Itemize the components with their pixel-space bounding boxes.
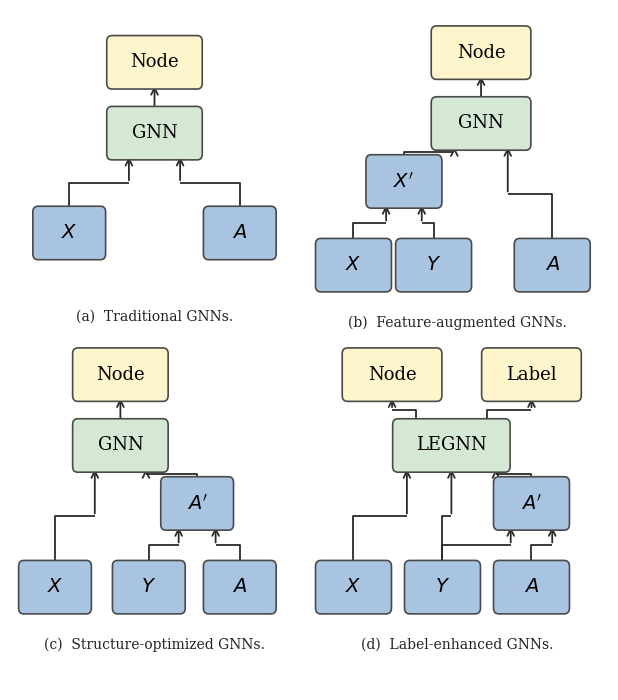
FancyBboxPatch shape	[481, 348, 582, 401]
Text: $\mathit{X}$: $\mathit{X}$	[345, 578, 362, 596]
Text: $\mathit{A}'$: $\mathit{A}'$	[187, 494, 208, 513]
Text: GNN: GNN	[98, 437, 143, 454]
Text: LEGNN: LEGNN	[416, 437, 487, 454]
FancyBboxPatch shape	[107, 36, 202, 89]
Text: Node: Node	[96, 365, 145, 384]
Text: (d)  Label-enhanced GNNs.: (d) Label-enhanced GNNs.	[361, 638, 554, 652]
FancyBboxPatch shape	[366, 155, 442, 208]
FancyBboxPatch shape	[112, 561, 185, 614]
Text: (c)  Structure-optimized GNNs.: (c) Structure-optimized GNNs.	[44, 638, 265, 652]
Text: $\mathit{A}$: $\mathit{A}$	[544, 256, 560, 274]
FancyBboxPatch shape	[405, 561, 480, 614]
Text: $\mathit{A}'$: $\mathit{A}'$	[521, 494, 542, 513]
FancyBboxPatch shape	[203, 561, 276, 614]
Text: $\mathit{Y}$: $\mathit{Y}$	[435, 578, 450, 596]
FancyBboxPatch shape	[494, 561, 569, 614]
Text: Node: Node	[457, 43, 506, 62]
Text: $\mathit{X}$: $\mathit{X}$	[345, 256, 362, 274]
FancyBboxPatch shape	[392, 419, 510, 472]
FancyBboxPatch shape	[342, 348, 442, 401]
Text: (a)  Traditional GNNs.: (a) Traditional GNNs.	[76, 309, 233, 323]
Text: $\mathit{A}$: $\mathit{A}$	[232, 224, 247, 242]
Text: Label: Label	[506, 365, 557, 384]
Text: Node: Node	[130, 53, 179, 71]
FancyBboxPatch shape	[316, 561, 391, 614]
Text: $\mathit{X}$: $\mathit{X}$	[61, 224, 77, 242]
Text: Node: Node	[368, 365, 417, 384]
FancyBboxPatch shape	[514, 239, 590, 292]
FancyBboxPatch shape	[73, 419, 168, 472]
Text: GNN: GNN	[132, 124, 177, 142]
FancyBboxPatch shape	[33, 206, 106, 260]
FancyBboxPatch shape	[203, 206, 276, 260]
FancyBboxPatch shape	[107, 106, 202, 160]
Text: $\mathit{X}$: $\mathit{X}$	[47, 578, 63, 596]
Text: GNN: GNN	[458, 115, 504, 132]
FancyBboxPatch shape	[73, 348, 168, 401]
Text: $\mathit{A}$: $\mathit{A}$	[232, 578, 247, 596]
Text: $\mathit{Y}$: $\mathit{Y}$	[142, 578, 156, 596]
FancyBboxPatch shape	[431, 97, 531, 150]
Text: (b)  Feature-augmented GNNs.: (b) Feature-augmented GNNs.	[348, 316, 567, 330]
Text: $\mathit{Y}$: $\mathit{Y}$	[426, 256, 441, 274]
FancyBboxPatch shape	[494, 477, 569, 530]
Text: $\mathit{A}$: $\mathit{A}$	[524, 578, 539, 596]
FancyBboxPatch shape	[19, 561, 91, 614]
FancyBboxPatch shape	[316, 239, 391, 292]
Text: $\mathit{X}'$: $\mathit{X}'$	[394, 172, 415, 191]
FancyBboxPatch shape	[396, 239, 472, 292]
FancyBboxPatch shape	[431, 26, 531, 79]
FancyBboxPatch shape	[161, 477, 234, 530]
